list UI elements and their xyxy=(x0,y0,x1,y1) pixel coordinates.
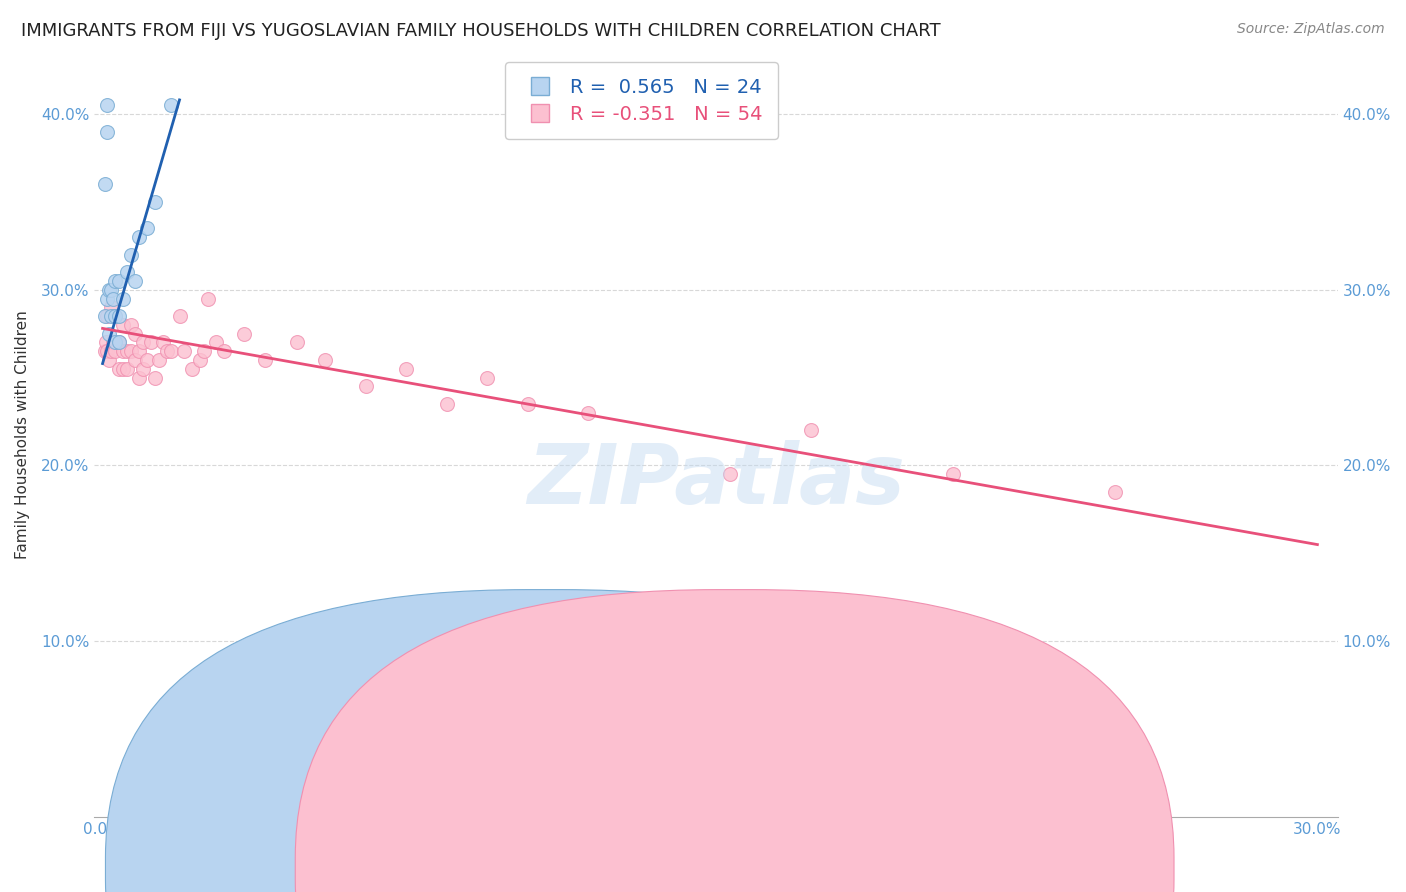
Point xyxy=(132,335,155,350)
Y-axis label: Family Households with Children: Family Households with Children xyxy=(15,310,30,559)
Text: Immigrants from Fiji: Immigrants from Fiji xyxy=(567,862,720,876)
Point xyxy=(111,318,134,332)
Point xyxy=(800,423,823,437)
Point xyxy=(124,353,146,368)
Point xyxy=(100,309,122,323)
Point xyxy=(160,344,183,359)
Point xyxy=(120,247,142,261)
Point xyxy=(173,344,195,359)
Point xyxy=(96,344,118,359)
Point xyxy=(314,353,336,368)
Point xyxy=(124,326,146,341)
Point xyxy=(395,361,418,376)
Point xyxy=(96,98,118,112)
Point xyxy=(436,397,458,411)
Point xyxy=(120,344,142,359)
Point xyxy=(107,274,129,288)
Point xyxy=(111,292,134,306)
Point xyxy=(136,221,159,235)
Point xyxy=(516,397,538,411)
Point xyxy=(93,309,115,323)
Point xyxy=(718,467,741,482)
Point xyxy=(111,361,134,376)
Point xyxy=(128,370,150,384)
Point xyxy=(132,361,155,376)
Point xyxy=(1104,484,1126,499)
Point xyxy=(141,335,163,350)
Point xyxy=(354,379,377,393)
Point xyxy=(124,274,146,288)
Point xyxy=(107,335,129,350)
Point xyxy=(100,344,122,359)
Point xyxy=(477,370,499,384)
Point xyxy=(96,309,118,323)
Point xyxy=(143,194,166,209)
Point xyxy=(96,292,118,306)
Text: ZIPatlas: ZIPatlas xyxy=(527,440,905,521)
Point xyxy=(578,406,600,420)
Point xyxy=(152,335,174,350)
Point xyxy=(97,353,120,368)
Point xyxy=(156,344,179,359)
Text: Yugoslavians: Yugoslavians xyxy=(756,862,855,876)
Point xyxy=(100,283,122,297)
Point xyxy=(285,335,308,350)
Point xyxy=(160,98,183,112)
Point xyxy=(148,353,170,368)
Point xyxy=(143,370,166,384)
Point xyxy=(136,353,159,368)
Point xyxy=(107,309,129,323)
Point xyxy=(115,361,138,376)
Point xyxy=(120,318,142,332)
Point xyxy=(100,301,122,315)
Point xyxy=(94,335,117,350)
Point xyxy=(101,335,124,350)
Point xyxy=(115,344,138,359)
Point xyxy=(169,309,191,323)
Point xyxy=(942,467,965,482)
Text: IMMIGRANTS FROM FIJI VS YUGOSLAVIAN FAMILY HOUSEHOLDS WITH CHILDREN CORRELATION : IMMIGRANTS FROM FIJI VS YUGOSLAVIAN FAMI… xyxy=(21,22,941,40)
Point xyxy=(104,344,127,359)
Point xyxy=(104,335,127,350)
Point xyxy=(101,292,124,306)
Text: Source: ZipAtlas.com: Source: ZipAtlas.com xyxy=(1237,22,1385,37)
Point xyxy=(104,274,127,288)
Point xyxy=(93,344,115,359)
Point xyxy=(188,353,211,368)
Point xyxy=(197,292,219,306)
Legend: R =  0.565   N = 24, R = -0.351   N = 54: R = 0.565 N = 24, R = -0.351 N = 54 xyxy=(505,62,778,139)
Point xyxy=(128,230,150,244)
Point xyxy=(97,326,120,341)
Point xyxy=(111,344,134,359)
Point xyxy=(205,335,228,350)
Point xyxy=(107,361,129,376)
Point xyxy=(128,344,150,359)
Point xyxy=(233,326,256,341)
Point xyxy=(94,178,117,192)
Point xyxy=(212,344,235,359)
Point xyxy=(96,124,118,138)
Point xyxy=(107,335,129,350)
Point xyxy=(193,344,215,359)
Point xyxy=(97,283,120,297)
Point xyxy=(104,309,127,323)
Point xyxy=(180,361,202,376)
Point xyxy=(104,309,127,323)
Point xyxy=(115,265,138,279)
Point xyxy=(253,353,276,368)
